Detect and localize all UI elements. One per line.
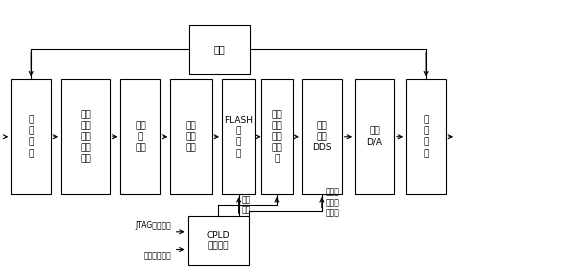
Text: CPLD
控制芯片: CPLD 控制芯片 bbox=[207, 231, 230, 251]
Text: 高速
D/A: 高速 D/A bbox=[367, 127, 383, 147]
Text: 上
变
频
器: 上 变 频 器 bbox=[423, 116, 429, 158]
Text: 频率
合成
DDS: 频率 合成 DDS bbox=[312, 121, 332, 152]
Text: 并行
交替
模数
转换
系统: 并行 交替 模数 转换 系统 bbox=[80, 110, 91, 163]
Text: 下
变
频
器: 下 变 频 器 bbox=[28, 116, 34, 158]
Bar bbox=[121, 79, 160, 194]
Bar bbox=[11, 79, 51, 194]
Text: 功能选择输入: 功能选择输入 bbox=[143, 251, 171, 260]
Text: 数据
通讯
接口: 数据 通讯 接口 bbox=[186, 121, 196, 152]
Bar bbox=[61, 79, 110, 194]
Bar bbox=[187, 216, 248, 265]
Text: 地址
选择: 地址 选择 bbox=[242, 195, 251, 215]
Text: 数字
下
变频: 数字 下 变频 bbox=[135, 121, 146, 152]
Text: 选择
功能
控制
字输
入: 选择 功能 控制 字输 入 bbox=[272, 110, 282, 163]
Bar bbox=[170, 79, 212, 194]
Text: 自定义
信号数
据输入: 自定义 信号数 据输入 bbox=[325, 187, 339, 217]
Bar bbox=[302, 79, 342, 194]
Bar bbox=[406, 79, 446, 194]
Bar bbox=[355, 79, 394, 194]
Text: JTAG下载电路: JTAG下载电路 bbox=[135, 222, 171, 230]
Text: 本振: 本振 bbox=[213, 44, 225, 54]
Bar bbox=[222, 79, 255, 194]
Bar bbox=[261, 79, 293, 194]
Text: FLASH
存
储
器: FLASH 存 储 器 bbox=[224, 116, 253, 158]
Bar bbox=[188, 25, 250, 74]
